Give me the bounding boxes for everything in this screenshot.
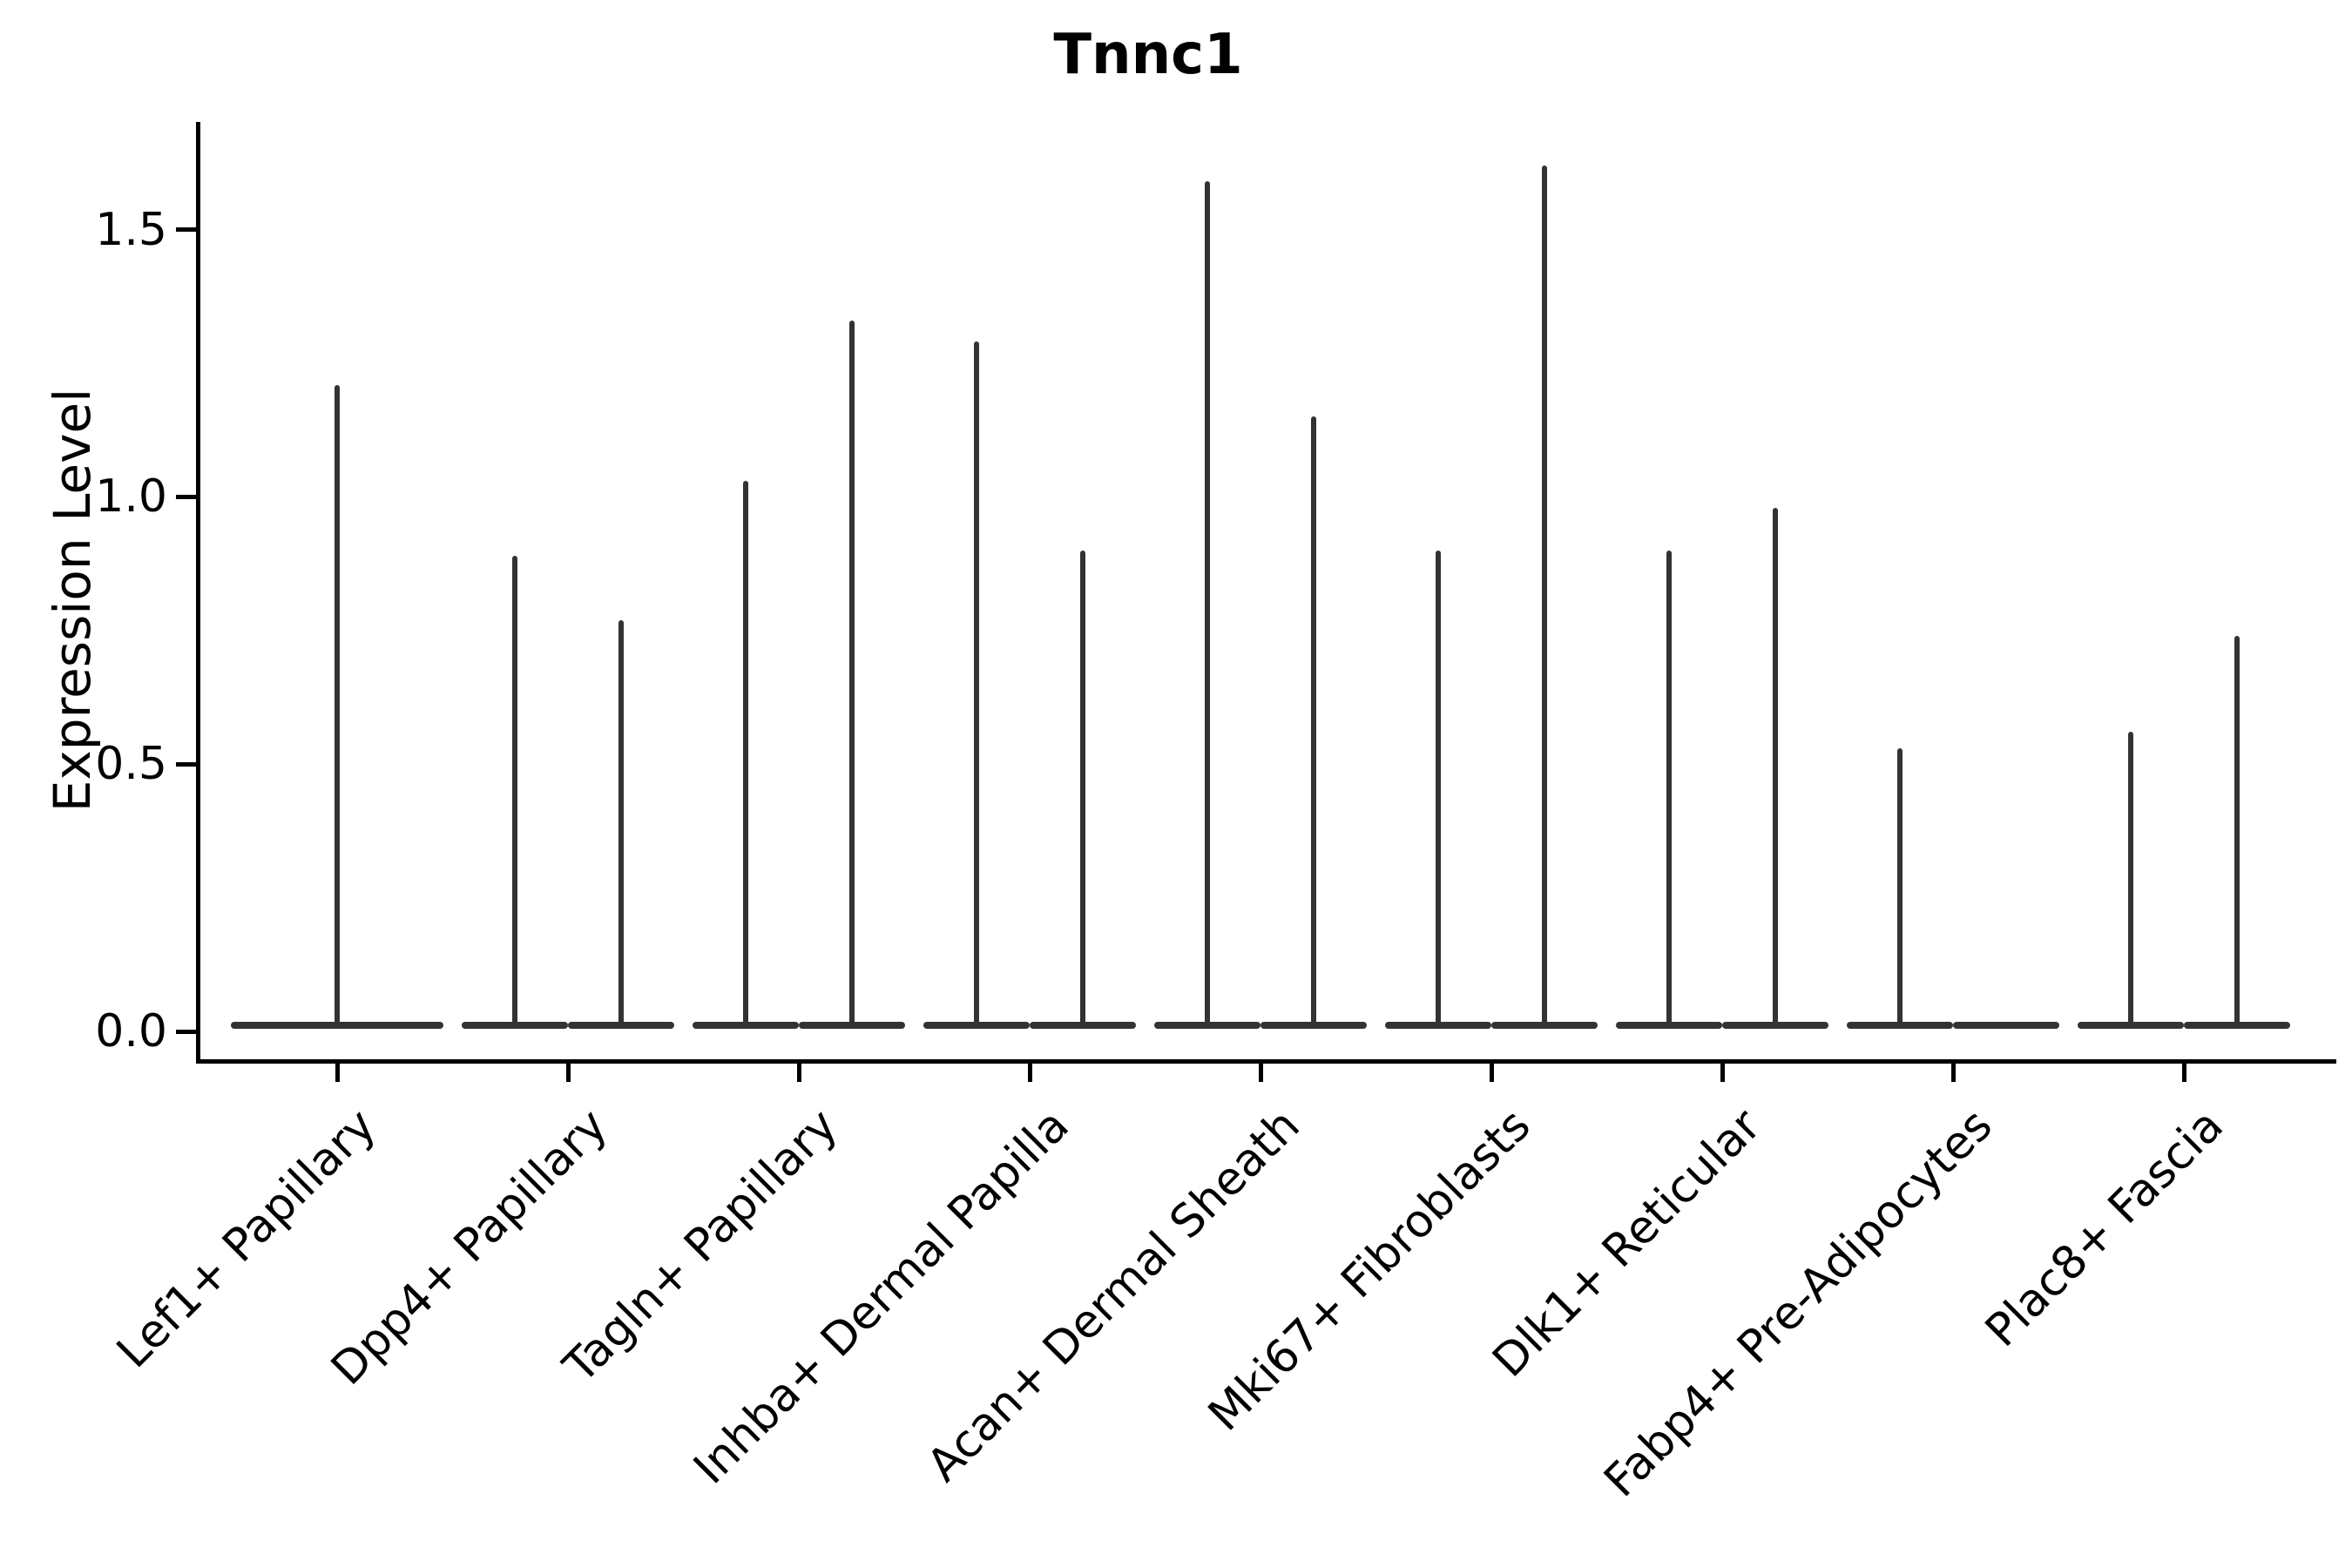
y-axis-tick-label: 1.0	[95, 470, 167, 524]
violin-max-spike	[849, 320, 855, 1029]
x-axis-category-label: Fabp4+ Pre-Adipocytes	[1594, 1099, 2003, 1508]
x-axis-category-label: Plac8+ Fascia	[1975, 1099, 2234, 1357]
violin-max-spike	[335, 384, 340, 1029]
y-axis-tick-label: 0.0	[95, 1005, 167, 1058]
violin-max-spike	[974, 341, 979, 1029]
x-axis-category-label: Acan+ Dermal Sheath	[916, 1099, 1310, 1492]
violin-max-spike	[1773, 507, 1778, 1029]
x-axis-tick	[1258, 1059, 1263, 1082]
violin-max-spike	[1205, 181, 1210, 1029]
y-axis-tick	[176, 227, 197, 233]
x-axis-tick	[1720, 1059, 1725, 1082]
y-axis-tick-label: 0.5	[95, 738, 167, 791]
x-axis-tick	[1950, 1059, 1956, 1082]
violin-max-spike	[512, 555, 517, 1029]
y-axis-tick	[176, 1029, 197, 1034]
y-axis-tick-label: 1.5	[95, 203, 167, 256]
violin-max-spike	[1666, 550, 1672, 1029]
violin-max-spike	[743, 480, 748, 1029]
x-axis-spine	[196, 1059, 2336, 1064]
violin-max-spike	[1542, 165, 1547, 1029]
violin-max-spike	[1311, 416, 1316, 1029]
x-axis-tick	[2181, 1059, 2186, 1082]
y-axis-tick	[176, 761, 197, 767]
violin-base-line	[1953, 1022, 2059, 1029]
x-axis-tick	[565, 1059, 571, 1082]
y-axis-spine	[196, 122, 200, 1064]
violin-max-spike	[1080, 550, 1085, 1029]
violin-max-spike	[2128, 732, 2133, 1029]
violin-max-spike	[618, 619, 624, 1029]
chart-title: Tnnc1	[1053, 23, 1243, 87]
x-axis-tick	[335, 1059, 340, 1082]
x-axis-tick	[796, 1059, 801, 1082]
x-axis-category-label: Inhba+ Dermal Papilla	[683, 1099, 1079, 1495]
violin-max-spike	[2234, 635, 2240, 1029]
x-axis-tick	[1489, 1059, 1494, 1082]
violin-max-spike	[1897, 747, 1903, 1029]
violin-max-spike	[1436, 550, 1441, 1029]
y-axis-tick	[176, 494, 197, 499]
x-axis-tick	[1027, 1059, 1032, 1082]
